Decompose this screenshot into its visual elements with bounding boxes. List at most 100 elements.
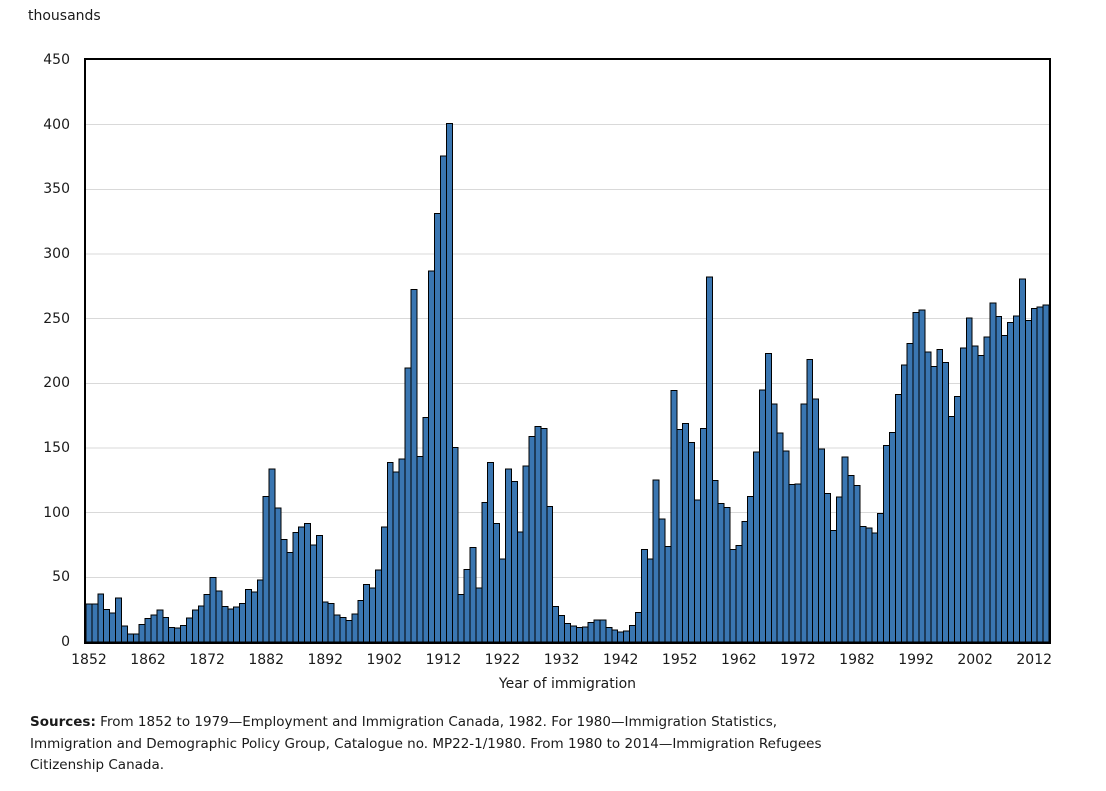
bar-1932 [558, 614, 566, 642]
bar-1998 [948, 416, 955, 642]
bar-1897 [351, 613, 359, 642]
bar-1943 [623, 630, 631, 642]
bar-1951 [670, 390, 678, 642]
bar-1882 [262, 496, 270, 642]
bar-1922 [499, 558, 506, 642]
bar-1870 [191, 609, 199, 642]
bar-1903 [386, 462, 394, 642]
bar-1927 [528, 435, 536, 642]
bar-1913 [445, 123, 453, 642]
bar-2009 [1013, 315, 1020, 642]
bar-2012 [1030, 307, 1038, 642]
bar-1947 [646, 558, 654, 642]
bar-2002 [971, 345, 979, 642]
sources-line-1: Sources: From 1852 to 1979—Employment an… [30, 712, 1070, 734]
bar-1916 [463, 569, 471, 642]
bar-1980 [841, 456, 849, 642]
bar-1961 [729, 548, 737, 642]
bar-1946 [640, 548, 648, 642]
y-tick-label: 0 [61, 634, 70, 650]
bar-1900 [369, 587, 376, 642]
bar-2007 [1001, 335, 1009, 642]
y-tick-label: 150 [43, 440, 70, 456]
bar-1937 [587, 621, 595, 642]
y-tick-label: 400 [43, 116, 70, 133]
bar-1873 [209, 576, 217, 642]
bar-1968 [770, 403, 778, 642]
bar-1976 [818, 448, 826, 642]
bar-2004 [983, 336, 991, 642]
bar-1857 [115, 597, 122, 642]
plot-area [84, 58, 1051, 644]
y-tick-label: 50 [52, 569, 70, 586]
bar-1860 [132, 633, 140, 642]
x-tick-label: 1942 [602, 652, 639, 668]
bar-1865 [162, 617, 170, 642]
bar-1910 [428, 270, 436, 642]
bars [86, 123, 1049, 642]
bar-1879 [245, 589, 252, 642]
bar-1995 [930, 366, 938, 642]
bar-1952 [676, 428, 684, 642]
bar-1861 [138, 623, 146, 642]
y-axis-unit-label: thousands [28, 8, 101, 24]
x-tick-label: 1982 [839, 652, 875, 668]
bar-1905 [398, 458, 406, 642]
bar-1884 [274, 507, 282, 642]
bar-1940 [605, 626, 613, 642]
bar-1864 [156, 609, 164, 642]
bar-1876 [227, 608, 235, 642]
bar-1972 [794, 483, 802, 642]
bar-1954 [688, 442, 696, 642]
x-tick-label: 1952 [661, 652, 698, 668]
bar-1926 [522, 465, 530, 642]
bar-1896 [345, 619, 353, 642]
bar-1957 [705, 276, 713, 642]
bar-1948 [652, 479, 660, 642]
bar-1878 [239, 602, 247, 642]
bar-1855 [103, 608, 111, 642]
bar-1893 [327, 603, 335, 642]
bar-1867 [174, 627, 182, 642]
bar-1872 [203, 594, 211, 642]
x-tick-label: 1902 [366, 652, 403, 668]
bar-2010 [1018, 278, 1026, 642]
bar-1994 [924, 351, 932, 642]
bar-1918 [475, 587, 483, 642]
bar-2008 [1007, 321, 1015, 642]
bar-1923 [504, 468, 512, 642]
bar-1915 [457, 594, 465, 642]
y-tick-label: 450 [43, 52, 70, 68]
bar-1929 [540, 428, 548, 642]
bar-1974 [806, 358, 814, 642]
bar-1975 [812, 398, 820, 642]
bar-1863 [150, 614, 158, 642]
bar-1889 [304, 523, 312, 642]
bar-1888 [298, 526, 306, 642]
x-tick-label: 2002 [957, 652, 993, 668]
bar-1886 [286, 552, 294, 642]
sources-label: Sources: [30, 714, 96, 730]
bar-1963 [741, 520, 749, 642]
bar-1899 [363, 583, 371, 642]
sources-line-1-text: From 1852 to 1979—Employment and Immigra… [100, 714, 778, 730]
bar-1902 [380, 526, 388, 642]
bar-2013 [1036, 306, 1044, 642]
bar-plot-canvas [86, 123, 1049, 642]
bar-2001 [965, 317, 973, 642]
bar-1852 [86, 603, 93, 642]
bar-2014 [1042, 304, 1049, 642]
bar-1891 [315, 535, 323, 642]
bar-1981 [847, 475, 855, 642]
bar-2003 [977, 355, 985, 642]
bar-1933 [564, 622, 571, 642]
bar-1887 [292, 532, 300, 642]
bar-1993 [918, 309, 926, 642]
bar-1958 [711, 479, 719, 642]
bar-1944 [629, 624, 636, 642]
bar-1979 [835, 496, 843, 642]
bar-1992 [912, 311, 920, 642]
bar-1894 [333, 614, 341, 642]
bar-1936 [581, 626, 589, 642]
x-tick-label: 1972 [780, 652, 816, 668]
